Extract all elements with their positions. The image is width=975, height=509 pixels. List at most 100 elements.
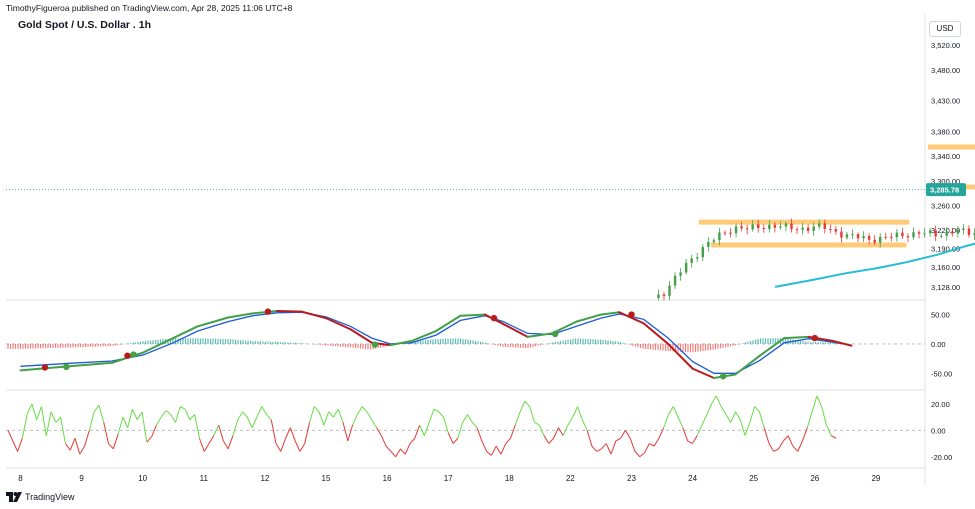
momentum-tick-label: -20.00 [931,453,952,462]
momentum-segment [165,410,172,415]
price-tick-label: 3,380.00 [931,128,960,137]
candle-body [801,227,804,230]
momentum-segment [443,416,449,434]
momentum-segment [390,451,397,458]
momentum-segment [184,408,191,420]
momentum-line [7,395,837,458]
price-tick-label: 3,430.00 [931,97,960,106]
momentum-segment [519,401,526,413]
momentum-segment [361,406,368,413]
x-tick-label: 29 [871,474,880,483]
candle-body [779,226,782,228]
candle-body [701,246,704,258]
momentum-segment [548,437,554,444]
crossover-marker [124,352,131,359]
candle-body [751,224,754,230]
momentum-segment [634,451,641,458]
candle-body [901,232,904,237]
momentum-segment [218,424,224,442]
momentum-segment [486,451,492,456]
osc-fast-segment [300,310,327,320]
tradingview-brand[interactable]: TradingView [6,492,75,502]
candle-body [729,232,732,234]
momentum-segment [758,411,765,428]
momentum-segment [222,440,229,450]
price-tick-label: 3,300.00 [931,177,960,186]
osc-fast-segment [642,322,670,345]
momentum-segment [17,438,23,452]
momentum-tick-label: 0.00 [931,426,946,435]
momentum-segment [275,443,282,452]
price-tick-label: 3,520.00 [931,41,960,50]
candle-body [784,223,788,227]
osc-fast-segment [349,328,373,344]
momentum-segment [529,406,535,423]
momentum-segment [414,424,421,439]
crossover-marker [41,364,49,371]
momentum-segment [285,427,291,439]
momentum-segment [108,443,114,450]
momentum-segment [347,424,354,442]
momentum-segment [323,411,330,426]
currency-selector[interactable]: USD [929,21,961,37]
momentum-segment [356,406,363,415]
momentum-segment [213,424,220,436]
candles-group [657,218,975,301]
osc-fast-segment [459,313,486,317]
momentum-segment [715,395,722,407]
momentum-segment [825,424,832,436]
osc-histogram [7,338,839,353]
momentum-segment [12,440,19,452]
momentum-segment [74,438,81,455]
momentum-segment [127,409,133,428]
candle-body [812,226,815,231]
momentum-segment [433,408,439,413]
momentum-segment [98,405,105,423]
momentum-segment [299,443,306,452]
momentum-segment [55,416,62,423]
momentum-segment [658,427,665,439]
candle-body [945,231,948,236]
candle-body [956,229,960,234]
momentum-segment [601,443,607,450]
momentum-segment [768,443,775,452]
momentum-segment [151,424,157,438]
momentum-segment [739,419,746,436]
momentum-segment [380,435,387,447]
osc-slow-line [20,311,852,374]
momentum-segment [476,427,483,442]
momentum-segment [155,416,162,426]
osc-fast-line [19,310,853,380]
momentum-segment [696,424,703,436]
momentum-segment [189,414,196,421]
osc-fast-segment [434,314,462,333]
momentum-segment [462,414,468,423]
momentum-segment [792,445,799,452]
momentum-segment [744,422,751,436]
momentum-segment [79,445,86,455]
momentum-segment [615,437,621,442]
momentum-segment [328,411,334,418]
osc-fast-segment [196,316,230,328]
momentum-segment [581,419,588,431]
x-tick-label: 26 [810,474,819,483]
momentum-segment [687,440,693,444]
momentum-segment [706,403,713,415]
momentum-segment [797,440,803,452]
momentum-segment [553,427,559,439]
candle-body [740,226,743,229]
candle-body [862,236,865,239]
momentum-segment [524,400,531,407]
candle-body [834,229,838,232]
x-tick-label: 22 [566,474,575,483]
candle-body [928,230,932,234]
x-tick-label: 10 [138,474,147,483]
momentum-segment [237,411,243,421]
momentum-segment [175,406,181,423]
candle-body [762,228,765,230]
price-tick-label: 3,160.00 [931,263,960,272]
price-tick-label: 3,128.00 [931,283,960,292]
osc-fast-segment [691,367,715,380]
momentum-segment [577,406,583,420]
